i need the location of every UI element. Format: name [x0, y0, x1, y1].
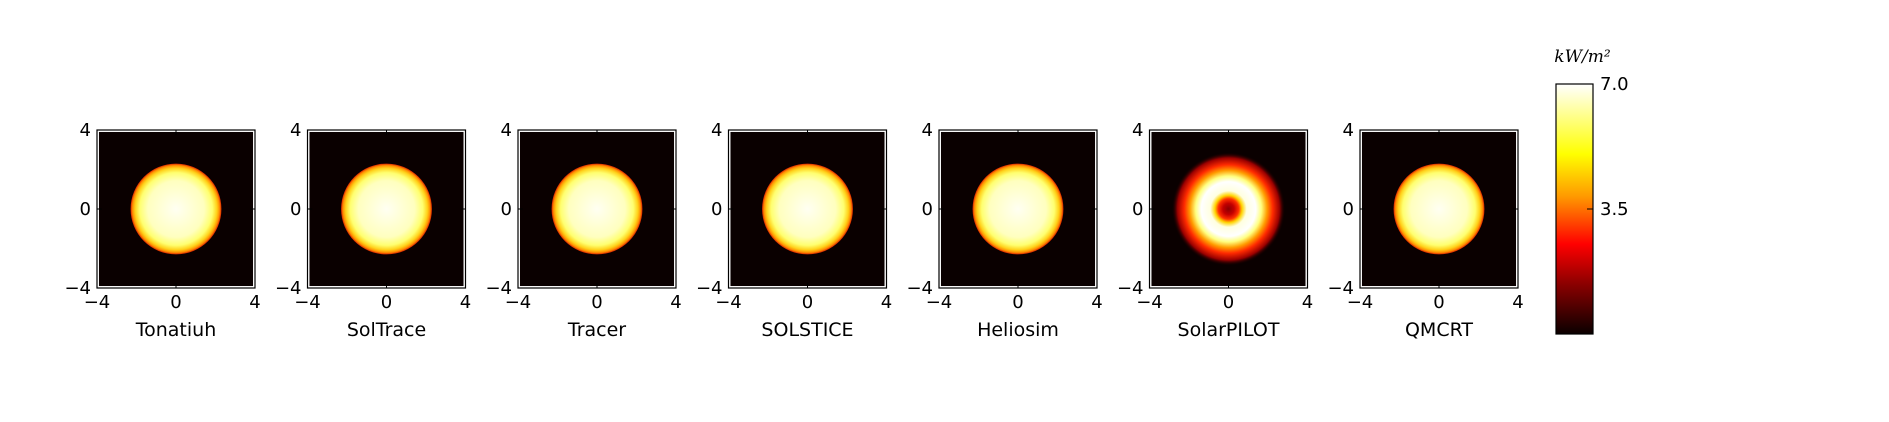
flux-disk	[341, 163, 432, 255]
x-tick-label: 0	[802, 292, 813, 313]
panel-label: Tracer	[567, 319, 626, 341]
panel-solarpilot: −4 0 4 4 0 −4 SolarPILOT	[1117, 120, 1313, 341]
x-tick-label: −4	[715, 292, 742, 313]
y-tick-label: −4	[696, 278, 723, 299]
flux-disk	[762, 163, 853, 255]
x-tick-label: 0	[591, 292, 602, 313]
panel-soltrace: −4 0 4 4 0 −4 SolTrace	[275, 120, 471, 341]
colorbar-tick-label: 3.5	[1600, 199, 1629, 220]
panel-label: SOLSTICE	[761, 319, 853, 341]
panel-label: SolarPILOT	[1178, 319, 1280, 341]
flux-disk	[130, 163, 222, 255]
y-tick-label: 0	[501, 199, 512, 220]
x-tick-label: −4	[1136, 292, 1163, 313]
y-tick-label: −4	[64, 278, 91, 299]
panel-label: Heliosim	[977, 319, 1059, 341]
y-tick-label: −4	[485, 278, 512, 299]
x-tick-label: 0	[381, 292, 392, 313]
panel-solstice: −4 0 4 4 0 −4 SOLSTICE	[696, 120, 892, 341]
y-tick-label: −4	[906, 278, 933, 299]
panel-label: QMCRT	[1405, 319, 1473, 341]
y-tick-label: 4	[922, 120, 933, 141]
y-tick-label: 0	[922, 199, 933, 220]
y-tick-label: 4	[290, 120, 301, 141]
y-tick-label: 0	[290, 199, 301, 220]
panel-heliosim: −4 0 4 4 0 −4 Heliosim	[906, 120, 1102, 341]
x-tick-label: −4	[1347, 292, 1374, 313]
flux-disk	[972, 163, 1064, 255]
y-tick-label: 0	[1343, 199, 1354, 220]
y-tick-label: 4	[1343, 120, 1354, 141]
colorbar-title: kW/m²	[1554, 47, 1611, 67]
x-tick-label: 4	[249, 292, 260, 313]
flux-disk	[551, 163, 643, 255]
x-tick-label: 4	[460, 292, 471, 313]
x-tick-label: −4	[926, 292, 953, 313]
y-tick-label: 0	[1132, 199, 1143, 220]
x-tick-label: 0	[170, 292, 181, 313]
y-tick-label: 0	[711, 199, 722, 220]
panel-label: SolTrace	[347, 319, 426, 341]
x-tick-label: 4	[1512, 292, 1523, 313]
y-tick-label: −4	[1117, 278, 1144, 299]
x-tick-label: 0	[1012, 292, 1023, 313]
x-tick-label: 0	[1223, 292, 1234, 313]
panel-qmcrt: −4 0 4 4 0 −4 QMCRT	[1327, 120, 1523, 341]
y-tick-label: −4	[1327, 278, 1354, 299]
x-tick-label: −4	[294, 292, 321, 313]
x-tick-label: −4	[505, 292, 532, 313]
panel-tonatiuh: −4 0 4 4 0 −4 Tonatiuh	[64, 120, 260, 341]
panel-label: Tonatiuh	[135, 319, 217, 341]
x-tick-label: −4	[84, 292, 111, 313]
colorbar: 7.0 3.5 kW/m²	[1554, 47, 1629, 335]
x-tick-label: 4	[881, 292, 892, 313]
flux-disk	[1393, 163, 1485, 255]
x-tick-label: 4	[1302, 292, 1313, 313]
y-tick-label: 4	[501, 120, 512, 141]
y-tick-label: 4	[1132, 120, 1143, 141]
colorbar-tick-label: 7.0	[1600, 74, 1629, 95]
x-tick-label: 4	[670, 292, 681, 313]
colorbar-gradient	[1556, 84, 1593, 334]
panel-tracer: −4 0 4 4 0 −4 Tracer	[485, 120, 681, 341]
x-tick-label: 4	[1091, 292, 1102, 313]
y-tick-label: −4	[275, 278, 302, 299]
x-tick-label: 0	[1433, 292, 1444, 313]
y-tick-label: 0	[80, 199, 91, 220]
flux-ring	[1171, 152, 1286, 266]
y-tick-label: 4	[80, 120, 91, 141]
y-tick-label: 4	[711, 120, 722, 141]
